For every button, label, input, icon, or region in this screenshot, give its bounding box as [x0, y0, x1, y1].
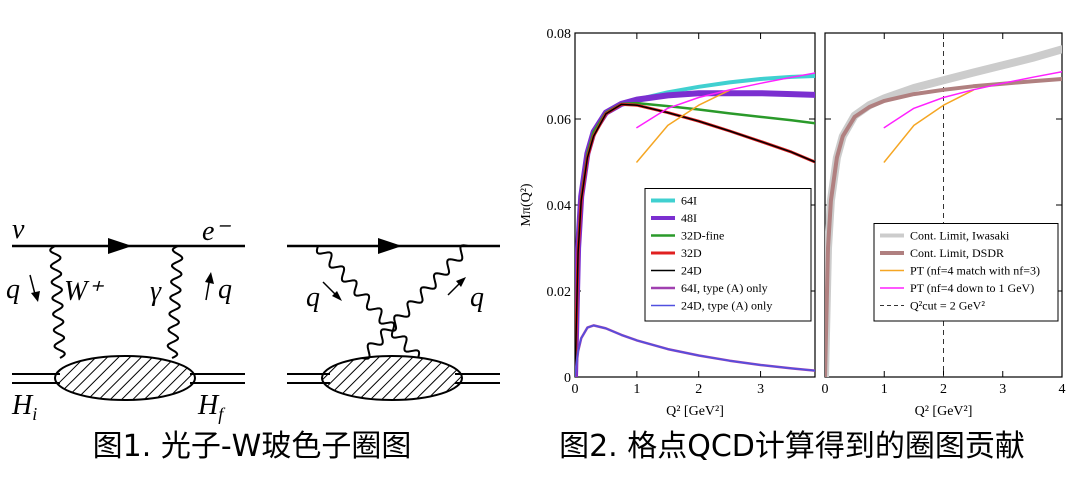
legend-label: Q²cut = 2 GeV² — [910, 299, 985, 313]
chart: 0 1 2 3 4 Q² [GeV²] Cont. Limit, Iwasaki Cont. … — [822, 32, 1066, 419]
arrow — [31, 291, 40, 302]
diagram-label: e⁻ — [202, 216, 231, 247]
label-main: H — [11, 390, 34, 421]
boson-line — [49, 245, 66, 359]
legend-label: 32D — [681, 246, 702, 260]
feynman-diagrams: ν e⁻ q W⁺ γ q Hi Hf q q — [6, 214, 500, 424]
x-tick-label: 4 — [1059, 382, 1066, 397]
diagram-label: Hi — [11, 390, 37, 424]
y-tick-label: 0.06 — [547, 113, 572, 128]
diagram-label: q — [6, 274, 20, 305]
diagram-label: q — [218, 274, 232, 305]
series-line — [575, 324, 815, 377]
diagram-label: Hf — [197, 390, 226, 424]
legend-label: 48I — [681, 211, 697, 225]
x-tick-label: 0 — [572, 382, 579, 397]
x-tick-label: 1 — [633, 382, 640, 397]
diagram-label: q — [470, 282, 484, 313]
caption: 图1. 光子-W玻色子圈图 — [93, 429, 412, 464]
series-line — [883, 89, 974, 163]
legend-label: PT (nf=4 match with nf=3) — [910, 264, 1040, 278]
arrow — [205, 272, 214, 284]
legend-box — [644, 188, 812, 322]
label-sub: f — [218, 404, 226, 424]
legend-label: Cont. Limit, DSDR — [910, 246, 1004, 260]
series-line — [636, 89, 731, 163]
blob — [54, 355, 196, 401]
x-tick-label: 2 — [695, 382, 702, 397]
x-tick-label: 3 — [757, 382, 764, 397]
x-tick-label: 0 — [822, 382, 829, 397]
y-tick-label: 0.04 — [547, 199, 572, 214]
boson-line — [315, 245, 421, 359]
label-main: H — [197, 390, 220, 421]
legend-label: 64I — [681, 194, 697, 208]
series-line — [575, 324, 815, 377]
x-tick-label: 2 — [940, 382, 947, 397]
series-line — [883, 70, 1062, 129]
legend-label: 24D, type (A) only — [681, 299, 772, 313]
legend-label: 24D — [681, 264, 702, 278]
chart: 0 0.02 0.04 0.06 0.08 0 1 2 3 Q² [GeV²] Mπ(Q²) 64I 4… — [519, 27, 816, 419]
boson-line — [361, 244, 469, 360]
legend-label: 32D-fine — [681, 229, 724, 243]
x-tick-label: 1 — [881, 382, 888, 397]
legend-box — [873, 223, 1059, 322]
arrow — [332, 291, 342, 301]
blob — [321, 355, 463, 401]
boson-line — [166, 245, 184, 359]
arrow — [378, 238, 402, 254]
y-axis-label: Mπ(Q²) — [519, 183, 534, 226]
label-sub: i — [32, 404, 37, 424]
x-tick-label: 3 — [999, 382, 1006, 397]
caption: 图2. 格点QCD计算得到的圈图贡献 — [559, 429, 1025, 464]
x-axis-label: Q² [GeV²] — [915, 404, 973, 419]
series-line — [575, 103, 815, 377]
y-tick-label: 0 — [564, 371, 571, 386]
y-tick-label: 0.02 — [547, 285, 572, 300]
diagram-label: q — [306, 282, 320, 313]
series-line — [636, 72, 815, 129]
diagram-label: γ — [150, 276, 162, 307]
arrow — [108, 238, 132, 254]
arrow — [456, 277, 466, 287]
diagram-label: W⁺ — [64, 276, 104, 307]
legend-label: Cont. Limit, Iwasaki — [910, 229, 1010, 243]
x-axis-label: Q² [GeV²] — [666, 404, 724, 419]
legend-label: 64I, type (A) only — [681, 281, 768, 295]
legend-label: PT (nf=4 down to 1 GeV) — [910, 281, 1034, 295]
y-tick-label: 0.08 — [547, 27, 572, 42]
diagram-label: ν — [12, 214, 25, 245]
